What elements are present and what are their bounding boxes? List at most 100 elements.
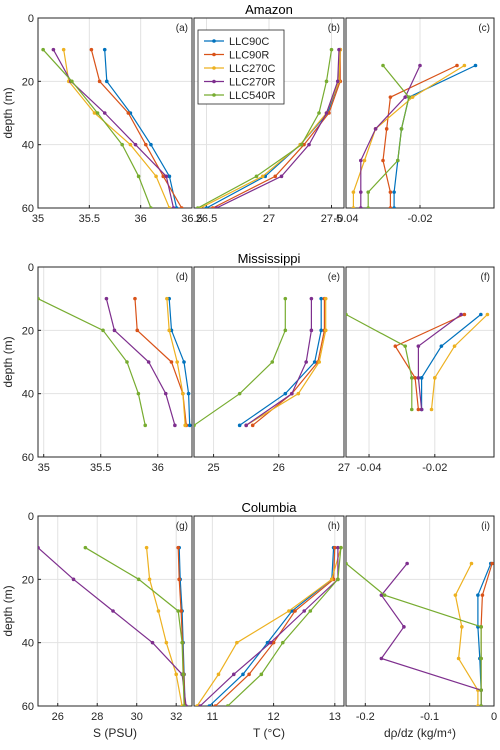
data-point <box>419 407 424 412</box>
data-point <box>462 63 467 68</box>
data-point <box>260 174 265 179</box>
data-point <box>283 391 288 396</box>
data-point <box>102 111 107 115</box>
data-point <box>187 423 192 428</box>
series-llc540r <box>195 47 334 208</box>
data-point <box>359 158 363 163</box>
plot-area <box>346 267 494 457</box>
data-point <box>259 672 264 677</box>
axes-frame <box>345 515 495 707</box>
data-point <box>128 142 133 147</box>
data-point <box>433 376 437 380</box>
series-line <box>382 64 458 208</box>
data-point <box>319 296 323 301</box>
data-point <box>102 47 107 52</box>
axes-frame <box>193 515 345 707</box>
data-point <box>71 577 76 582</box>
data-point <box>304 360 308 364</box>
data-point <box>460 625 464 629</box>
data-point <box>186 391 191 396</box>
data-point <box>167 174 172 179</box>
legend-entry-label: LLC270C <box>229 63 276 75</box>
y-axis-label: depth (m) <box>1 87 15 138</box>
legend-entry-label: LLC540R <box>229 90 276 102</box>
data-point <box>268 640 273 645</box>
data-point <box>241 672 245 677</box>
data-point <box>204 206 209 208</box>
axes-frame <box>193 266 345 458</box>
data-point <box>154 174 158 179</box>
data-point <box>126 111 131 115</box>
data-point <box>237 391 242 396</box>
series-line <box>352 64 465 208</box>
x-axis-label: dρ/dz (kg/m⁴) <box>384 726 456 740</box>
data-point <box>214 206 219 208</box>
x-tick-label: 0 <box>491 711 497 723</box>
data-point <box>164 174 169 179</box>
series-line <box>360 65 421 208</box>
data-point <box>366 206 370 208</box>
data-point <box>456 656 461 661</box>
y-tick-label: 0 <box>28 511 34 523</box>
panel-e: 25 26 27 (e) <box>193 266 350 474</box>
data-point <box>95 111 100 115</box>
data-point <box>167 206 172 208</box>
data-point <box>359 206 363 208</box>
data-point <box>346 561 348 566</box>
x-tick-label: 27.5 <box>321 213 342 225</box>
data-point <box>379 656 384 661</box>
data-point <box>147 577 152 582</box>
data-point <box>38 296 40 301</box>
data-point <box>416 344 421 348</box>
data-point <box>163 391 168 396</box>
series-line <box>52 49 175 208</box>
data-point <box>179 609 183 613</box>
x-tick-label: 13 <box>329 711 341 723</box>
x-tick-label: 35.5 <box>90 462 111 474</box>
data-point <box>485 312 490 317</box>
plot-area <box>38 267 192 457</box>
series-llc270c <box>429 312 490 412</box>
data-point <box>439 344 444 348</box>
data-point <box>136 174 141 179</box>
series-line <box>177 547 186 706</box>
data-point <box>312 360 317 364</box>
data-point <box>182 704 186 706</box>
data-point <box>490 561 494 566</box>
row-title: Columbia <box>242 500 298 515</box>
data-point <box>335 79 340 84</box>
panel-label: (d) <box>176 272 188 283</box>
data-point <box>120 142 124 147</box>
data-point <box>41 47 45 52</box>
data-point <box>104 296 109 301</box>
data-point <box>351 206 356 208</box>
panel-label: (a) <box>176 23 188 34</box>
series-llc540r <box>346 312 414 412</box>
x-tick-label: 28 <box>91 711 103 723</box>
data-point <box>250 423 255 428</box>
series-line <box>212 49 341 208</box>
data-point <box>146 360 151 364</box>
legend-swatch-marker <box>212 79 216 84</box>
data-point <box>388 206 393 208</box>
data-point <box>144 142 148 147</box>
data-point <box>317 111 321 115</box>
legend-swatch-marker <box>212 39 216 43</box>
data-point <box>198 704 202 706</box>
data-point <box>231 672 236 677</box>
data-point <box>174 206 179 208</box>
panel-a: 35 35.5 36 36.5 0 20 40 60 depth (m) Amazon (a) <box>1 2 293 225</box>
data-point <box>399 127 404 131</box>
data-point <box>136 577 141 582</box>
data-point <box>51 47 56 52</box>
data-point <box>351 190 356 194</box>
data-point <box>324 111 329 115</box>
data-point <box>225 704 230 706</box>
data-point <box>416 407 421 412</box>
panel-g: 26 28 30 32 0 20 40 60 depth (m) S (PSU) Columbia (… <box>1 500 297 740</box>
x-tick-label: 26 <box>273 462 285 474</box>
x-tick-label: 35.5 <box>79 213 100 225</box>
data-point <box>133 296 137 301</box>
series-llc90c <box>237 296 323 428</box>
data-point <box>337 47 341 52</box>
